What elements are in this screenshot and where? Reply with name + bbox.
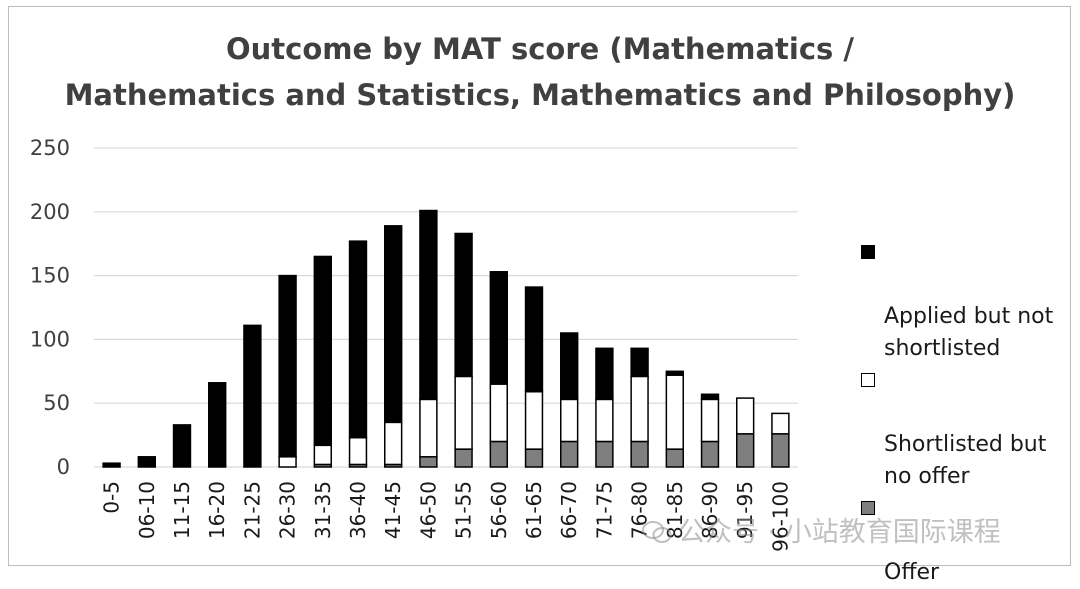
bar-shortlisted-31-35 xyxy=(313,444,332,466)
x-tick-label-91-95: 91-95 xyxy=(733,481,757,539)
legend-item-shortlisted: Shortlisted but no offer xyxy=(858,365,1068,493)
x-tick-label-26-30: 26-30 xyxy=(276,481,300,539)
chart-title: Outcome by MAT score (Mathematics / Math… xyxy=(0,26,1080,118)
bar-shortlisted-46-50 xyxy=(419,398,438,458)
bar-shortlisted-36-40 xyxy=(348,436,368,466)
bar-applied-0-5 xyxy=(102,462,121,468)
bar-shortlisted-96-100 xyxy=(771,412,790,435)
bar-offer-71-75 xyxy=(595,440,614,468)
bar-applied-61-65 xyxy=(524,286,544,393)
x-tick-label-46-50: 46-50 xyxy=(416,481,440,539)
y-tick-label-0: 0 xyxy=(57,455,70,479)
bar-shortlisted-81-85 xyxy=(665,374,684,450)
x-tick-label-86-90: 86-90 xyxy=(698,481,722,539)
x-tick-label-61-65: 61-65 xyxy=(522,481,546,539)
bar-applied-56-60 xyxy=(489,271,508,385)
x-tick-label-11-15: 11-15 xyxy=(170,481,194,539)
bar-shortlisted-61-65 xyxy=(524,390,544,450)
x-tick-label-66-70: 66-70 xyxy=(557,481,581,539)
bar-applied-86-90 xyxy=(700,393,720,401)
y-tick-label-150: 150 xyxy=(30,264,70,288)
bar-applied-11-15 xyxy=(172,424,192,468)
legend-swatch-shortlisted xyxy=(861,373,875,387)
y-tick-label-250: 250 xyxy=(30,136,70,160)
legend-swatch-offer xyxy=(861,501,875,515)
wechat-icon xyxy=(642,521,672,543)
x-tick-label-96-100: 96-100 xyxy=(768,481,792,552)
bar-applied-66-70 xyxy=(560,332,579,401)
bar-applied-46-50 xyxy=(419,209,438,401)
legend-label-shortlisted: Shortlisted but no offer xyxy=(884,432,1047,489)
bar-applied-41-45 xyxy=(384,225,403,424)
bar-shortlisted-41-45 xyxy=(384,421,403,466)
bar-applied-71-75 xyxy=(595,347,614,401)
bar-applied-36-40 xyxy=(348,240,368,439)
chart-legend: Applied but not shortlisted Shortlisted … xyxy=(858,237,1068,589)
bar-applied-26-30 xyxy=(278,274,297,458)
x-tick-label-31-35: 31-35 xyxy=(311,481,335,539)
x-tick-label-36-40: 36-40 xyxy=(346,481,370,539)
bar-offer-86-90 xyxy=(700,440,720,468)
bar-shortlisted-51-55 xyxy=(454,375,473,450)
bar-applied-21-25 xyxy=(243,324,262,468)
y-tick-label-100: 100 xyxy=(30,327,70,351)
watermark-text: 公众号 · 小站教育国际课程 xyxy=(678,517,1001,548)
y-tick-label-50: 50 xyxy=(43,391,70,415)
bar-applied-81-85 xyxy=(665,370,684,376)
bar-offer-81-85 xyxy=(665,448,684,468)
x-tick-label-0-5: 0-5 xyxy=(100,481,124,514)
bar-applied-76-80 xyxy=(630,347,649,378)
bar-applied-51-55 xyxy=(454,232,473,378)
bar-shortlisted-66-70 xyxy=(560,398,579,443)
chart-frame xyxy=(8,6,1071,566)
bar-shortlisted-91-95 xyxy=(736,397,755,435)
bar-shortlisted-86-90 xyxy=(700,398,720,443)
legend-swatch-applied xyxy=(861,245,875,259)
y-tick-label-200: 200 xyxy=(30,200,70,224)
bar-applied-16-20 xyxy=(208,382,227,467)
bar-offer-66-70 xyxy=(560,440,579,468)
bar-applied-06-10 xyxy=(137,456,156,468)
bar-offer-61-65 xyxy=(524,448,544,468)
legend-item-applied: Applied but not shortlisted xyxy=(858,237,1068,365)
bar-offer-56-60 xyxy=(489,440,508,468)
x-tick-label-51-55: 51-55 xyxy=(452,481,476,539)
x-tick-label-41-45: 41-45 xyxy=(381,481,405,539)
bar-shortlisted-71-75 xyxy=(595,398,614,443)
bar-shortlisted-56-60 xyxy=(489,383,508,443)
x-tick-label-76-80: 76-80 xyxy=(628,481,652,539)
chart-title-line-1: Outcome by MAT score (Mathematics / xyxy=(226,32,854,66)
chart-title-line-2: Mathematics and Statistics, Mathematics … xyxy=(64,78,1016,112)
watermark: 公众号 · 小站教育国际课程 xyxy=(642,510,1001,549)
bar-offer-91-95 xyxy=(736,433,755,468)
bar-applied-31-35 xyxy=(313,255,332,447)
bar-offer-96-100 xyxy=(771,433,790,468)
x-tick-label-56-60: 56-60 xyxy=(487,481,511,539)
bar-offer-46-50 xyxy=(419,456,438,468)
x-tick-label-71-75: 71-75 xyxy=(592,481,616,539)
x-tick-label-06-10: 06-10 xyxy=(135,481,159,539)
bar-shortlisted-76-80 xyxy=(630,375,649,443)
bar-offer-76-80 xyxy=(630,440,649,468)
legend-label-applied: Applied but not shortlisted xyxy=(884,304,1054,361)
x-tick-label-21-25: 21-25 xyxy=(240,481,264,539)
bar-shortlisted-26-30 xyxy=(278,456,297,468)
bar-offer-51-55 xyxy=(454,448,473,468)
x-tick-label-16-20: 16-20 xyxy=(205,481,229,539)
bar-chart: 0 50 100 150 200 250 0-5 06-10 11-15 16-20 21-25 26… xyxy=(30,136,798,552)
